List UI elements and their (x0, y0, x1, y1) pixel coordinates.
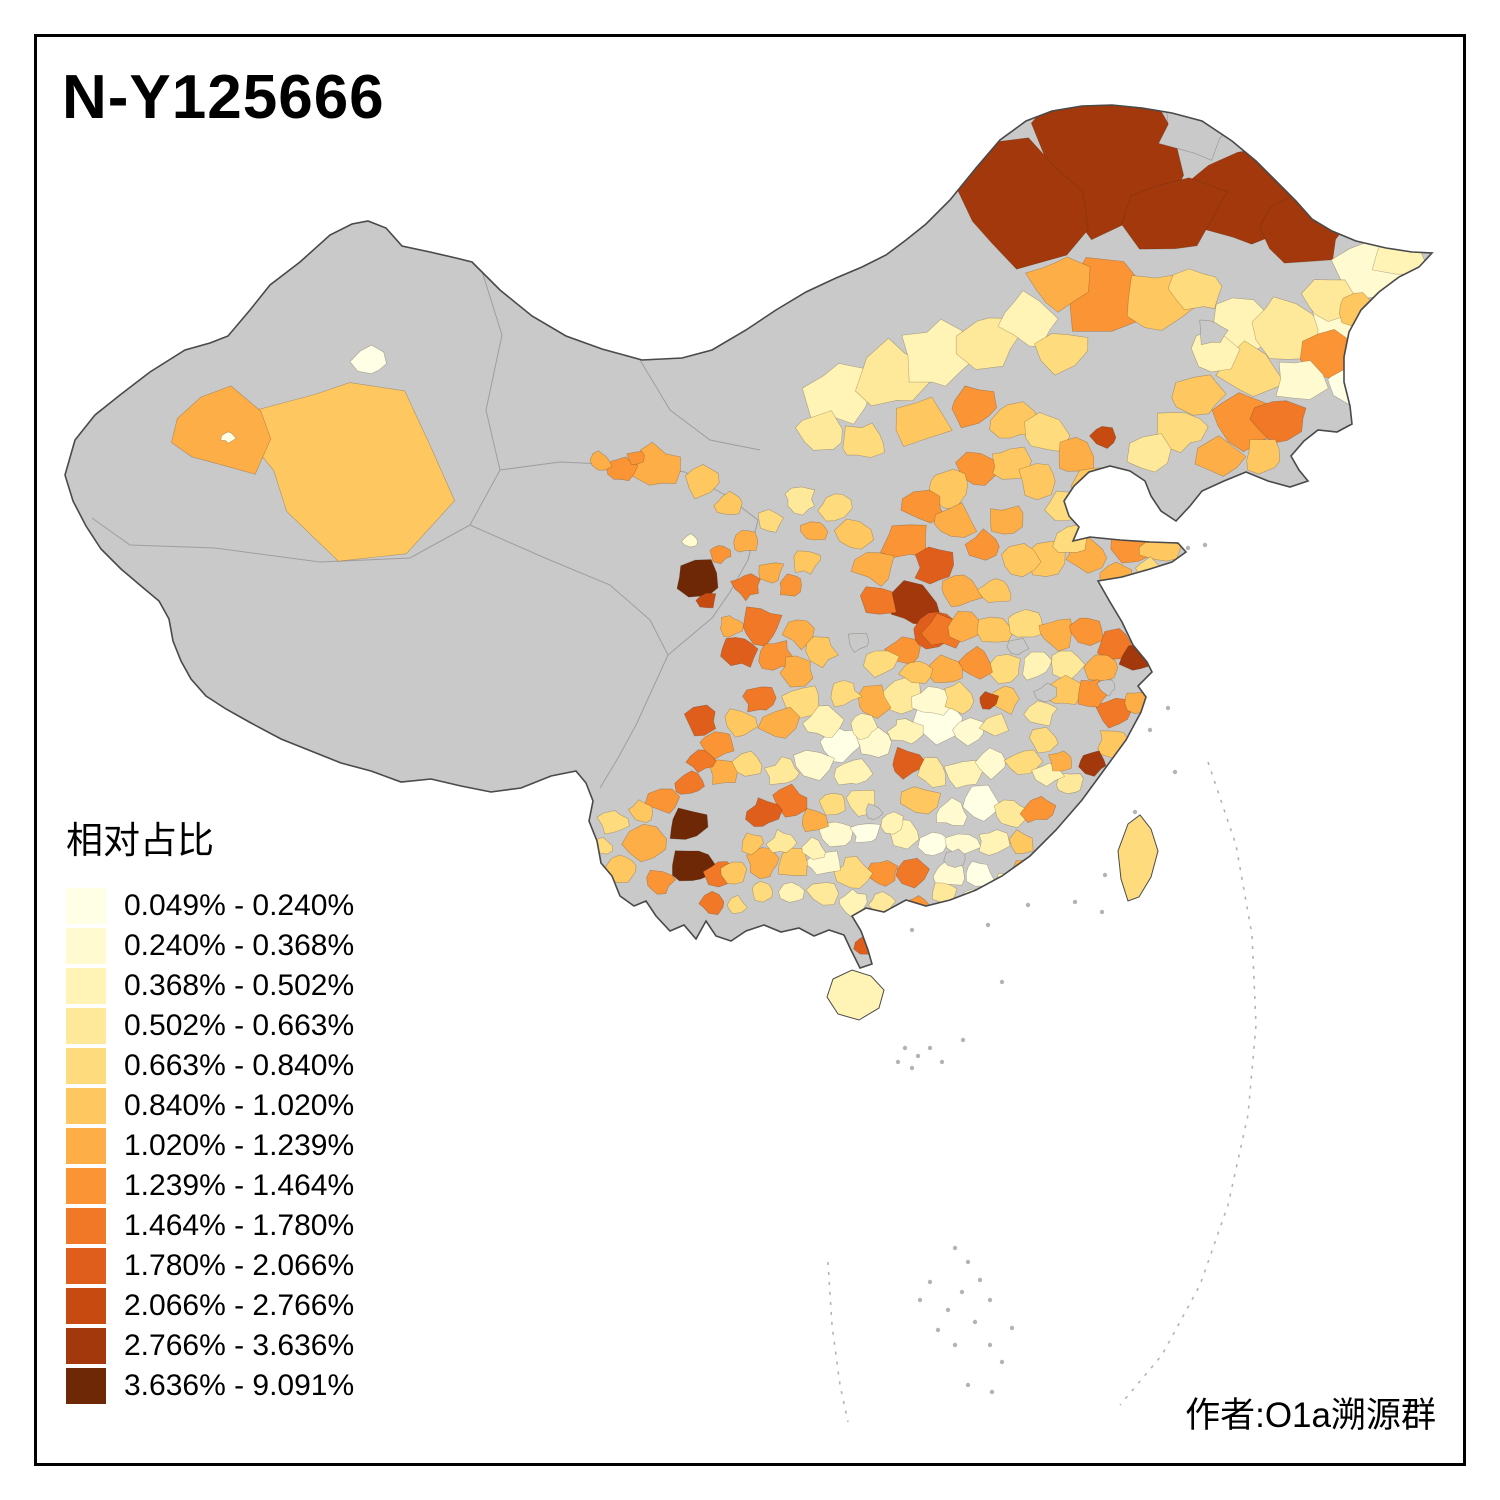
legend-item: 3.636% - 9.091% (66, 1368, 354, 1404)
legend-swatch (66, 1088, 106, 1124)
legend-swatch (66, 968, 106, 1004)
legend-swatch (66, 1208, 106, 1244)
legend-swatch (66, 1248, 106, 1284)
legend-swatch (66, 1168, 106, 1204)
legend-label: 1.464% - 1.780% (124, 1209, 355, 1242)
legend-item: 1.780% - 2.066% (66, 1248, 354, 1284)
legend-title: 相对占比 (66, 820, 214, 861)
legend-label: 0.663% - 0.840% (124, 1049, 355, 1082)
legend-items: 0.049% - 0.240% 0.240% - 0.368% 0.368% - 0… (66, 888, 354, 1404)
hainan-island (826, 969, 885, 1021)
legend-swatch (66, 1288, 106, 1324)
legend-item: 0.840% - 1.020% (66, 1088, 354, 1124)
legend-swatch (66, 1328, 106, 1364)
legend-item: 2.066% - 2.766% (66, 1288, 354, 1324)
legend-item: 1.020% - 1.239% (66, 1128, 354, 1164)
mainland-outline (64, 104, 1434, 969)
attribution-text: 作者:O1a溯源群 (1185, 1396, 1436, 1435)
legend-swatch (66, 1008, 106, 1044)
legend-item: 0.368% - 0.502% (66, 968, 354, 1004)
legend: 相对占比 0.049% - 0.240% 0.240% - 0.368% 0.368… (66, 810, 354, 1408)
legend-label: 2.066% - 2.766% (124, 1289, 355, 1322)
legend-label: 1.239% - 1.464% (124, 1169, 355, 1202)
legend-item: 2.766% - 3.636% (66, 1328, 354, 1364)
legend-item: 0.049% - 0.240% (66, 888, 354, 924)
legend-label: 3.636% - 9.091% (124, 1369, 355, 1402)
legend-item: 0.502% - 0.663% (66, 1008, 354, 1044)
legend-swatch (66, 1048, 106, 1084)
legend-label: 0.368% - 0.502% (124, 969, 355, 1002)
islands (826, 814, 1159, 1021)
legend-label: 0.049% - 0.240% (124, 889, 355, 922)
south-china-sea-features (827, 542, 1257, 1423)
legend-item: 0.240% - 0.368% (66, 928, 354, 964)
legend-label: 0.840% - 1.020% (124, 1089, 355, 1122)
legend-label: 1.780% - 2.066% (124, 1249, 355, 1282)
legend-swatch (66, 928, 106, 964)
legend-item: 0.663% - 0.840% (66, 1048, 354, 1084)
page-title: N-Y125666 (62, 63, 385, 132)
legend-label: 1.020% - 1.239% (124, 1129, 355, 1162)
taiwan-island (1117, 814, 1159, 902)
legend-label: 0.502% - 0.663% (124, 1009, 355, 1042)
legend-label: 2.766% - 3.636% (124, 1329, 355, 1362)
legend-item: 1.464% - 1.780% (66, 1208, 354, 1244)
legend-swatch (66, 1128, 106, 1164)
prefecture-regions (171, 105, 1429, 955)
legend-item: 1.239% - 1.464% (66, 1168, 354, 1204)
legend-label: 0.240% - 0.368% (124, 929, 355, 962)
legend-swatch (66, 888, 106, 924)
legend-swatch (66, 1368, 106, 1404)
